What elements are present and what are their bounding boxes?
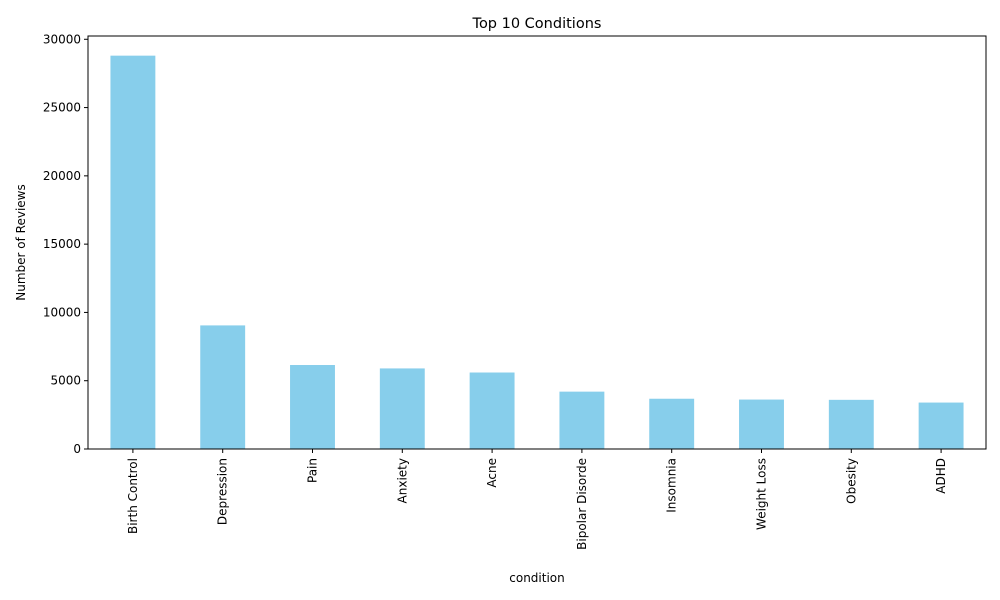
plot-frame	[87, 35, 987, 450]
x-tick-label: Bipolar Disorde	[575, 458, 589, 550]
y-tick-label: 30000	[43, 32, 81, 46]
bar-weight-loss	[739, 399, 784, 449]
x-tick-label: Birth Control	[126, 458, 140, 534]
y-tick-label: 25000	[43, 101, 81, 115]
bar-anxiety	[379, 368, 425, 449]
x-tick-label: Anxiety	[395, 458, 409, 503]
x-tick-label: ADHD	[934, 458, 948, 494]
x-axis-title: condition	[509, 571, 564, 585]
x-tick-label: Acne	[485, 458, 499, 488]
bar-insomnia	[649, 398, 695, 449]
x-tick-label: Depression	[216, 458, 230, 525]
y-tick-label: 0	[73, 442, 81, 456]
bar-birth-control	[110, 55, 156, 450]
axes-group	[87, 35, 987, 450]
bar-acne	[469, 372, 515, 449]
bar-pain	[290, 365, 335, 449]
y-ticks-group: 0 5000 10000 15000 20000 25000 30000	[43, 32, 88, 456]
bar-adhd	[918, 402, 964, 449]
y-axis-title: Number of Reviews	[14, 184, 28, 300]
y-tick-label: 15000	[43, 237, 81, 251]
x-tick-label: Obesity	[844, 458, 858, 504]
x-tick-label: Pain	[306, 458, 320, 483]
bar-bipolar-disorde	[559, 391, 605, 449]
bar-depression	[200, 325, 246, 449]
y-tick-label: 10000	[43, 305, 81, 319]
bars-group	[110, 55, 964, 450]
x-tick-label: Insomnia	[665, 458, 679, 513]
x-ticks-group: Birth Control Depression Pain Anxiety Acne Bi…	[126, 449, 948, 550]
chart-title: Top 10 Conditions	[472, 16, 602, 32]
y-tick-label: 5000	[50, 374, 81, 388]
y-tick-label: 20000	[43, 169, 81, 183]
bar-obesity	[828, 399, 874, 449]
x-tick-label: Weight Loss	[755, 458, 769, 530]
